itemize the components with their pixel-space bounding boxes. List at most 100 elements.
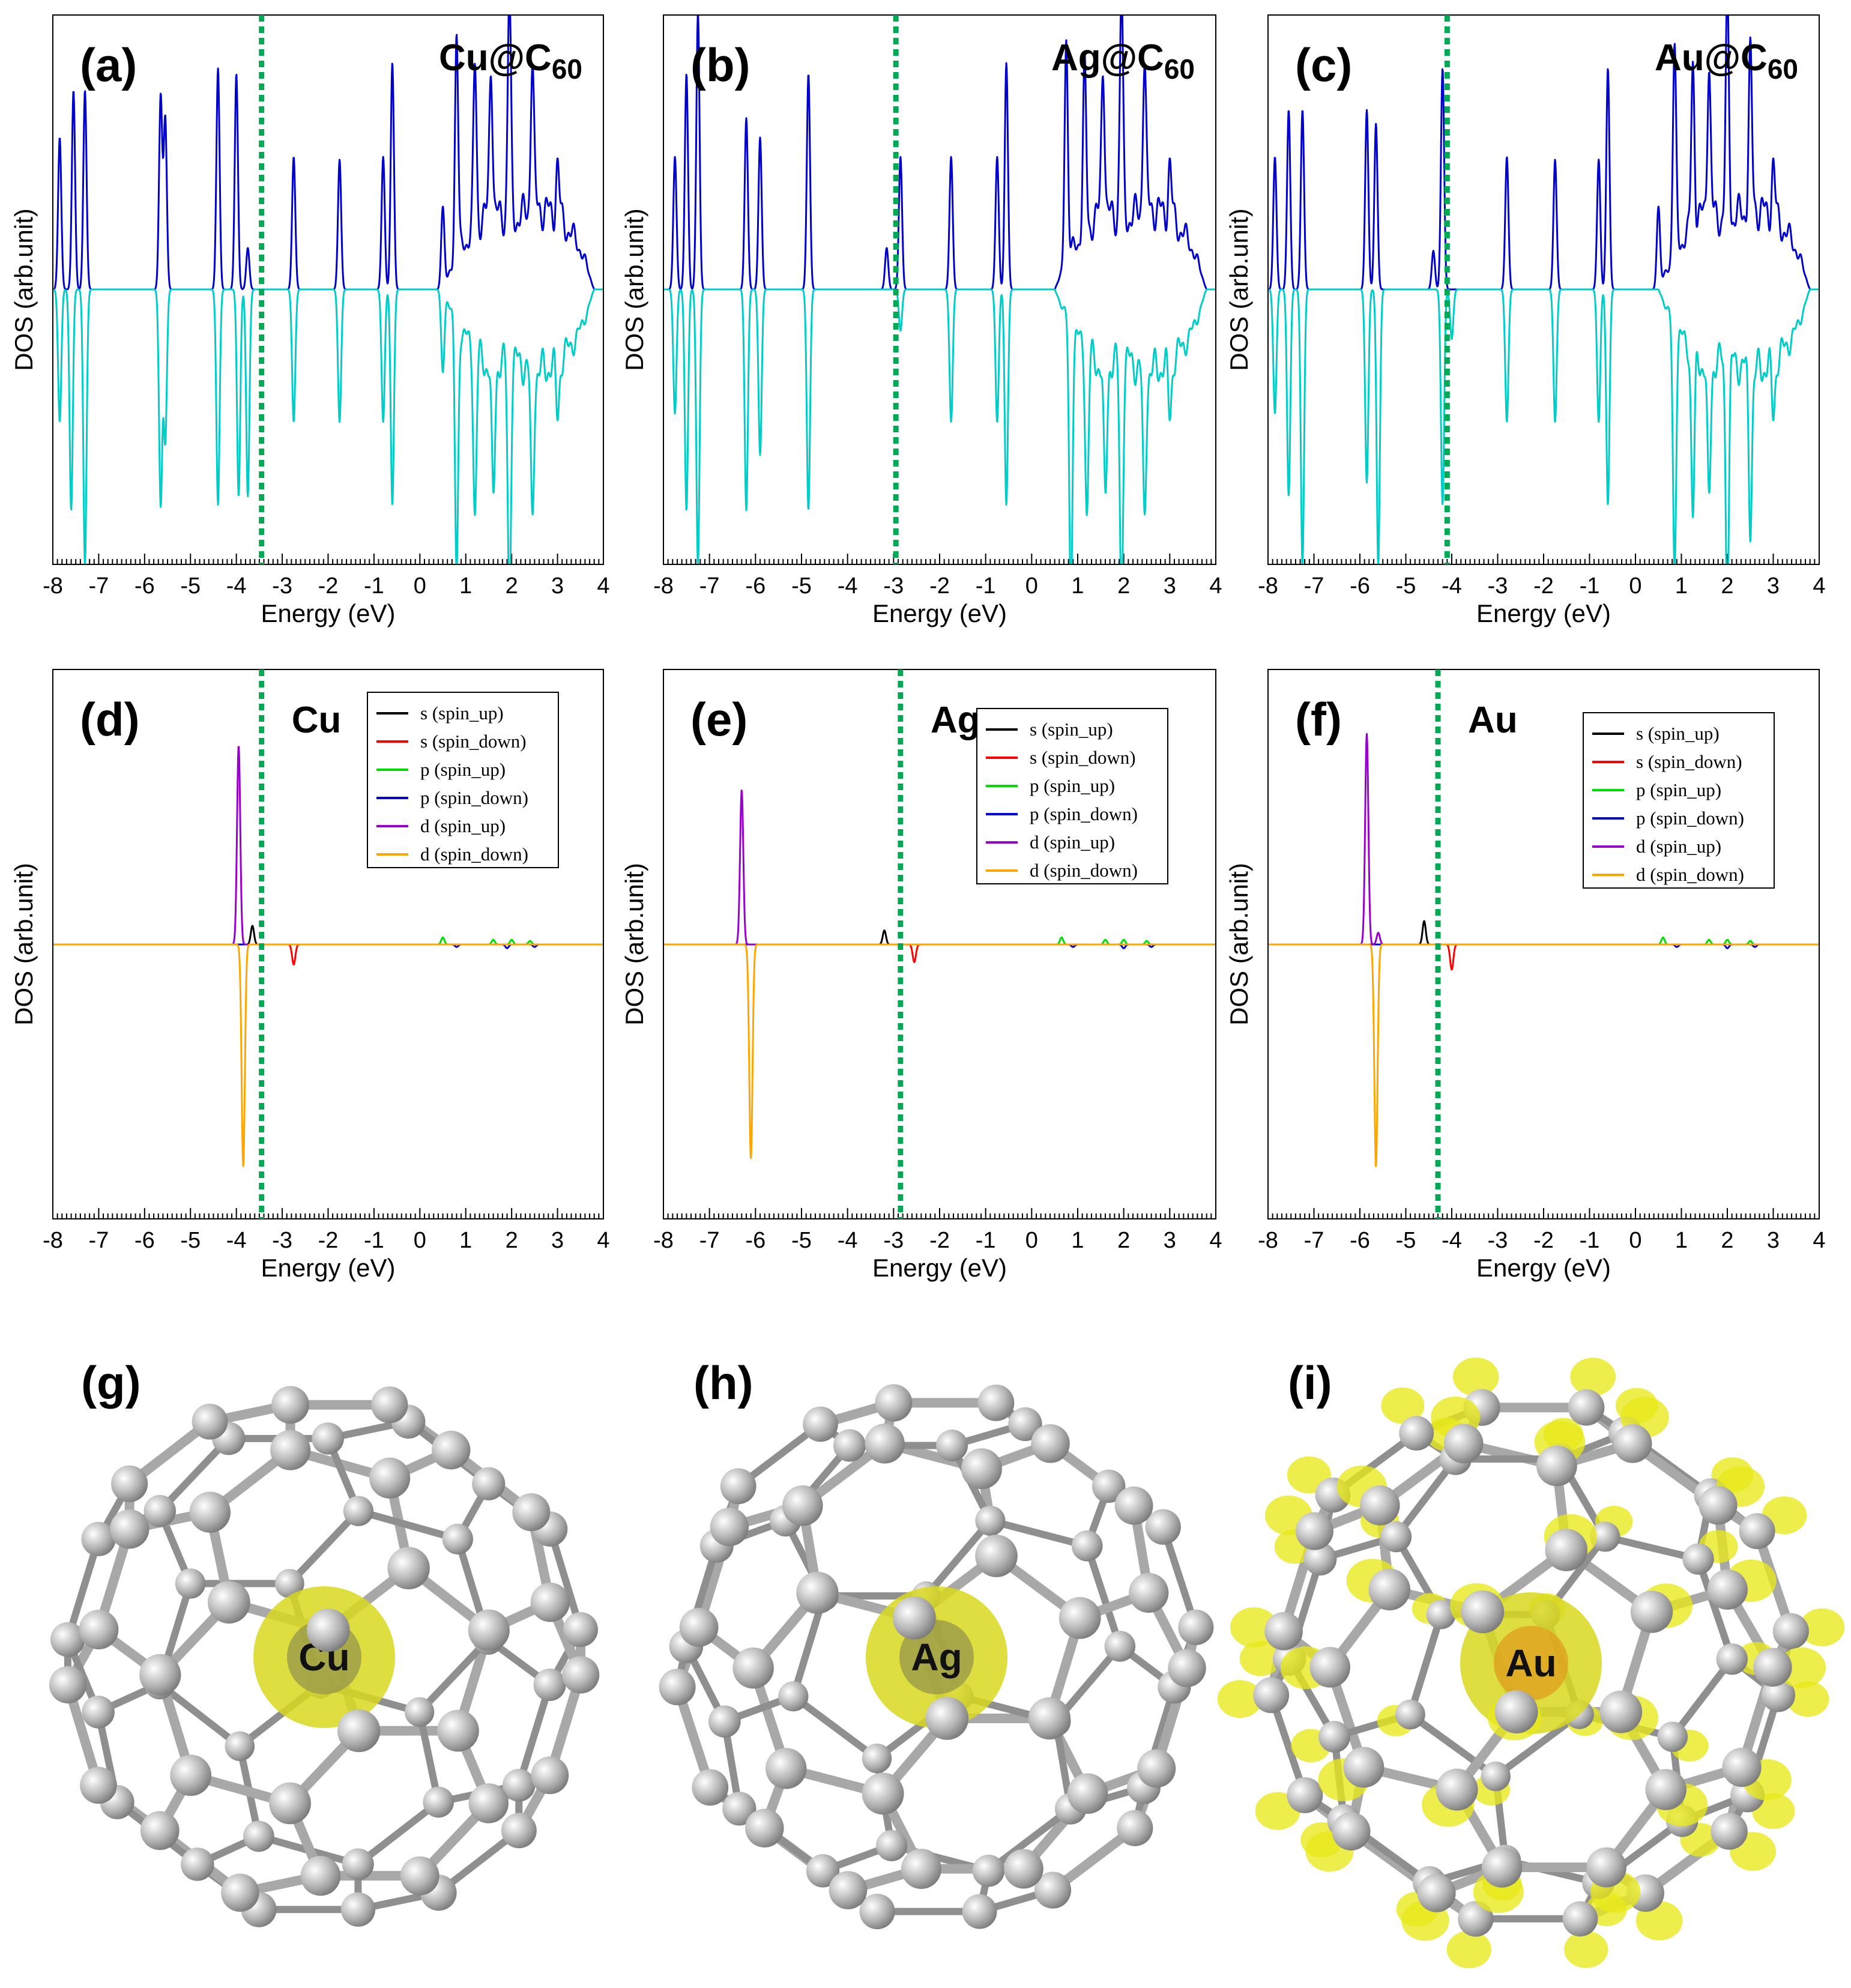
- panel-label: (e): [690, 693, 747, 746]
- series-line-d-spin-down-: [1269, 943, 1819, 1167]
- panel-title: Au@C60: [1655, 37, 1798, 85]
- x-tick-label: -2: [929, 1228, 950, 1253]
- carbon-atom: [1178, 1609, 1214, 1645]
- carbon-atom: [892, 1596, 936, 1640]
- panel-title: Ag: [931, 699, 980, 741]
- carbon-atom: [1568, 1389, 1605, 1426]
- carbon-atom: [312, 1422, 344, 1455]
- x-tick-label: -6: [134, 573, 155, 599]
- carbon-atom: [1332, 1811, 1371, 1851]
- carbon-atom: [1380, 1521, 1412, 1553]
- x-tick-label: 0: [1629, 573, 1641, 599]
- carbon-atom: [1360, 1485, 1400, 1526]
- structure-panel-label: (g): [81, 1356, 141, 1409]
- carbon-atom: [1318, 1721, 1351, 1753]
- x-tick-label: -7: [1304, 1228, 1324, 1253]
- x-tick-label: -5: [1396, 573, 1416, 599]
- x-tick-label: 0: [1025, 573, 1038, 599]
- carbon-atom: [679, 1607, 719, 1647]
- carbon-atom: [530, 1582, 570, 1622]
- x-tick-label: 4: [1813, 573, 1825, 599]
- x-tick-label: -3: [272, 573, 292, 599]
- y-axis-label: DOS (arb.unit): [10, 208, 38, 371]
- carbon-atom: [562, 1656, 600, 1694]
- x-tick-label: -5: [791, 573, 812, 599]
- c-c-bond: [1083, 1542, 1124, 1650]
- carbon-atom: [533, 1668, 566, 1702]
- carbon-atom: [975, 1505, 1006, 1536]
- y-axis-label: DOS (arb.unit): [1225, 208, 1253, 371]
- carbon-atom: [722, 1792, 756, 1826]
- carbon-atom: [468, 1783, 509, 1823]
- x-tick-label: 1: [1071, 1228, 1084, 1253]
- carbon-atom: [1722, 1747, 1762, 1787]
- plot-area: [664, 789, 1215, 1159]
- carbon-atom: [139, 1654, 181, 1696]
- carbon-atom: [140, 1811, 180, 1851]
- density-lobe: [1381, 1387, 1425, 1424]
- x-tick-label: 2: [506, 573, 518, 599]
- carbon-atom: [796, 1571, 839, 1614]
- x-tick-label: 4: [1813, 1228, 1825, 1253]
- series-line-s-spin-up-: [53, 925, 603, 946]
- carbon-atom: [1562, 1901, 1598, 1937]
- carbon-atom: [502, 1769, 536, 1802]
- x-axis-ticks: [52, 554, 604, 564]
- carbon-atom: [531, 1756, 569, 1795]
- carbon-atom: [1481, 1847, 1523, 1888]
- carbon-atom: [81, 1521, 116, 1556]
- carbon-atom: [1481, 1761, 1511, 1792]
- carbon-atom: [972, 1854, 1005, 1887]
- x-tick-label: 0: [414, 573, 426, 599]
- carbon-atom: [833, 1429, 866, 1462]
- panel-title: Cu: [292, 699, 342, 741]
- carbon-atom: [111, 1465, 148, 1502]
- x-tick-label: -7: [699, 1228, 720, 1253]
- x-axis-label: Energy (eV): [1476, 599, 1611, 627]
- carbon-atom: [1343, 1747, 1384, 1788]
- carbon-atom: [1295, 1512, 1333, 1550]
- legend-entry: p (spin_down): [1636, 808, 1744, 829]
- x-tick-label: -8: [43, 573, 63, 599]
- carbon-atom: [343, 1496, 374, 1526]
- legend-entry: p (spin_up): [1030, 775, 1115, 796]
- carbon-atom: [829, 1871, 868, 1909]
- x-tick-label: 2: [1721, 573, 1733, 599]
- x-tick-label: 3: [1767, 1228, 1780, 1253]
- legend: s (spin_up)s (spin_down)p (spin_up)p (sp…: [1583, 712, 1775, 889]
- series-line-spin-down: [664, 288, 1215, 564]
- x-tick-label: -3: [1488, 573, 1508, 599]
- density-lobe: [1217, 1680, 1263, 1718]
- x-tick-label: -6: [134, 1228, 155, 1253]
- x-tick-label: -4: [226, 573, 247, 599]
- carbon-atom: [1129, 1573, 1169, 1613]
- metal-atom-label: Au: [1505, 1642, 1556, 1685]
- x-tick-label: -8: [43, 1228, 63, 1253]
- x-axis-label: Energy (eV): [872, 1254, 1007, 1282]
- carbon-atom: [1443, 1424, 1484, 1464]
- legend-entry: s (spin_up): [1636, 723, 1720, 744]
- c-c-bond: [354, 1798, 442, 1868]
- carbon-atom: [1287, 1777, 1323, 1813]
- x-tick-label: -7: [89, 573, 109, 599]
- legend-entry: p (spin_up): [420, 759, 506, 780]
- carbon-atom: [225, 1731, 255, 1761]
- x-tick-label: -5: [180, 1228, 201, 1253]
- carbon-atom: [1417, 1874, 1456, 1912]
- x-tick-label: -2: [929, 573, 950, 599]
- carbon-atom: [1264, 1612, 1303, 1651]
- carbon-atom: [472, 1467, 506, 1500]
- carbon-atom: [1458, 1901, 1494, 1937]
- x-axis-label: Energy (eV): [261, 1254, 395, 1282]
- carbon-atom: [442, 1523, 473, 1554]
- carbon-atom: [221, 1873, 259, 1912]
- x-tick-label: 1: [459, 1228, 472, 1253]
- carbon-atom: [962, 1894, 997, 1929]
- carbon-atom: [1368, 1568, 1410, 1611]
- dos-panel-a: -8 -7 -6 -5 -4 -3 -2 -1 0 1 2 3 4 Energy (eV) DOS (arb…: [10, 14, 610, 627]
- carbon-atom: [189, 1491, 231, 1533]
- carbon-atom: [431, 1430, 471, 1470]
- carbon-atom: [400, 1856, 439, 1896]
- carbon-atom: [862, 1772, 904, 1815]
- plot-area: [664, 16, 1215, 564]
